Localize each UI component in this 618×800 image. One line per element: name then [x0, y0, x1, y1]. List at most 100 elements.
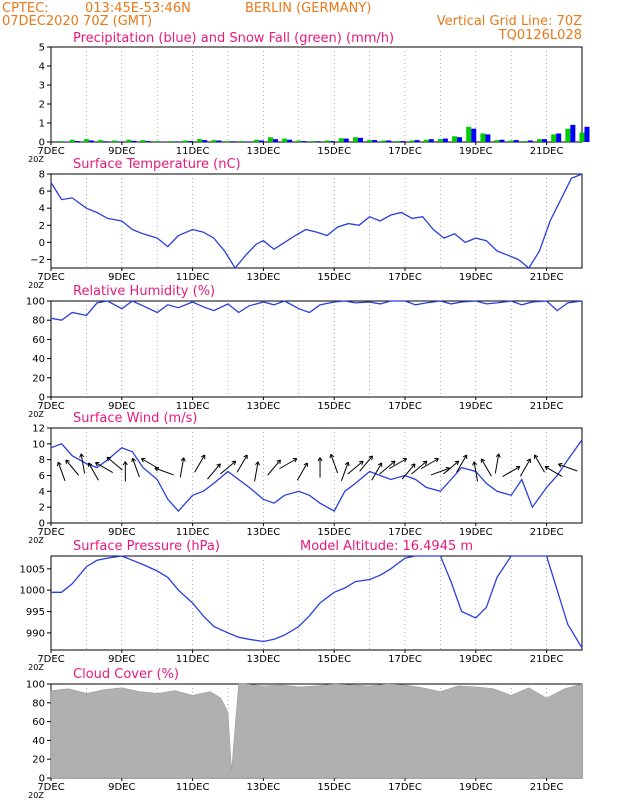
x-date-label: 21DEC: [530, 146, 564, 157]
y-tick-label: 100: [26, 297, 45, 308]
wind-arrow: [544, 466, 563, 477]
precip-bar: [244, 141, 250, 142]
wind-arrowhead: [141, 458, 146, 463]
wind-arrowhead: [329, 453, 335, 459]
snow-bar: [69, 139, 75, 142]
wind-arrow: [371, 462, 383, 481]
panel-title: Surface Wind (m/s): [73, 411, 197, 426]
x-date-label: 19DEC: [459, 654, 493, 665]
x-date-label: 17DEC: [388, 782, 422, 793]
y-tick-label: 6: [39, 187, 45, 198]
wind-arrowhead: [515, 465, 521, 471]
snow-bar: [296, 140, 302, 142]
x-date-label: 9DEC: [108, 527, 135, 538]
precip-bar: [117, 141, 123, 142]
y-tick-label: 6: [39, 471, 45, 482]
panel-frame: [50, 173, 583, 269]
wind-arrow: [502, 466, 521, 477]
x-date-label: 15DEC: [317, 401, 351, 412]
x-date-label: 7DEC: [37, 401, 64, 412]
precip-bar: [315, 141, 321, 142]
x-date-label: 7DEC: [37, 782, 64, 793]
wind-arrow: [443, 460, 460, 475]
y-tick-label: 0: [39, 138, 45, 149]
wind-arrow: [65, 459, 80, 476]
x-date-label: 9DEC: [108, 401, 135, 412]
wind-arrow: [411, 460, 428, 475]
snow-bar: [508, 140, 514, 142]
precip-bar: [485, 134, 491, 142]
x-date-label: 7DEC: [37, 527, 64, 538]
y-tick-label: 2: [39, 100, 45, 111]
wind-arrowhead: [303, 462, 308, 467]
wind-arrowhead: [422, 460, 428, 466]
x-date-label: 19DEC: [459, 527, 493, 538]
y-tick-label: 100: [26, 680, 45, 691]
wind-arrowhead: [495, 453, 501, 458]
snow-bar: [338, 138, 344, 142]
x-date-label: 13DEC: [247, 782, 281, 793]
snow-bar: [282, 138, 288, 142]
y-tick-label: 60: [32, 335, 45, 346]
wind-arrow: [519, 458, 531, 477]
snow-bar: [466, 126, 472, 142]
wind-arrowhead: [122, 461, 128, 466]
wind-arrow: [389, 458, 407, 470]
wind-arrowhead: [558, 462, 563, 468]
snow-bar: [437, 139, 443, 142]
precip-bar: [499, 139, 505, 142]
panel-title: Relative Humidity (%): [73, 284, 215, 299]
y-tick-label: 0: [39, 393, 45, 404]
y-tick-label: 990: [26, 628, 45, 639]
wind-arrow: [340, 461, 349, 482]
wind-arrow: [267, 459, 281, 476]
precip-bar: [131, 140, 137, 142]
wind-arrowhead: [255, 461, 260, 466]
x-date-label: 11DEC: [176, 146, 210, 157]
snow-bar: [140, 140, 146, 142]
panel-title: Precipitation (blue) and Snow Fall (gree…: [73, 31, 394, 46]
y-tick-label: 20: [32, 373, 45, 384]
precip-bar: [272, 139, 278, 142]
x-date-label: 11DEC: [176, 401, 210, 412]
y-tick-label: 8: [39, 455, 45, 466]
x-hour-label: 20Z: [28, 155, 44, 164]
wind-arrow: [220, 460, 236, 475]
snow-bar: [579, 132, 585, 142]
x-date-label: 13DEC: [247, 654, 281, 665]
x-date-label: 21DEC: [530, 272, 564, 283]
wind-arrowhead: [402, 458, 408, 463]
y-tick-label: 5: [39, 43, 45, 54]
header-code: TQ0126L028: [498, 28, 582, 43]
x-date-label: 17DEC: [388, 654, 422, 665]
wind-arrowhead: [480, 458, 486, 463]
x-date-label: 7DEC: [37, 146, 64, 157]
wind-arrow: [480, 458, 492, 477]
precip-bar: [414, 140, 420, 142]
wind-arrow: [95, 462, 114, 474]
snow-bar: [565, 128, 571, 142]
wind-arrowhead: [411, 463, 416, 468]
precip-bar: [570, 124, 576, 142]
snow-bar: [409, 140, 415, 142]
snow-bar: [225, 141, 231, 142]
wind-arrowhead: [65, 459, 70, 464]
snow-bar: [395, 141, 401, 142]
snow-bar: [239, 141, 245, 142]
x-date-label: 11DEC: [176, 527, 210, 538]
precip-bar: [103, 141, 109, 142]
wind-arrowhead: [544, 465, 550, 471]
x-date-label: 11DEC: [176, 654, 210, 665]
panel-frame: [50, 300, 583, 398]
precip-bar: [584, 126, 590, 142]
y-tick-label: 60: [32, 717, 45, 728]
wind-arrow: [456, 454, 468, 473]
wind-arrow: [132, 458, 140, 478]
snow-bar: [98, 140, 104, 142]
header-coords: 013:45E-53:46N: [85, 1, 191, 16]
x-date-label: 7DEC: [37, 654, 64, 665]
wind-arrowhead: [368, 455, 373, 460]
snow-bar: [352, 137, 358, 142]
x-date-label: 9DEC: [108, 782, 135, 793]
x-date-label: 13DEC: [247, 401, 281, 412]
